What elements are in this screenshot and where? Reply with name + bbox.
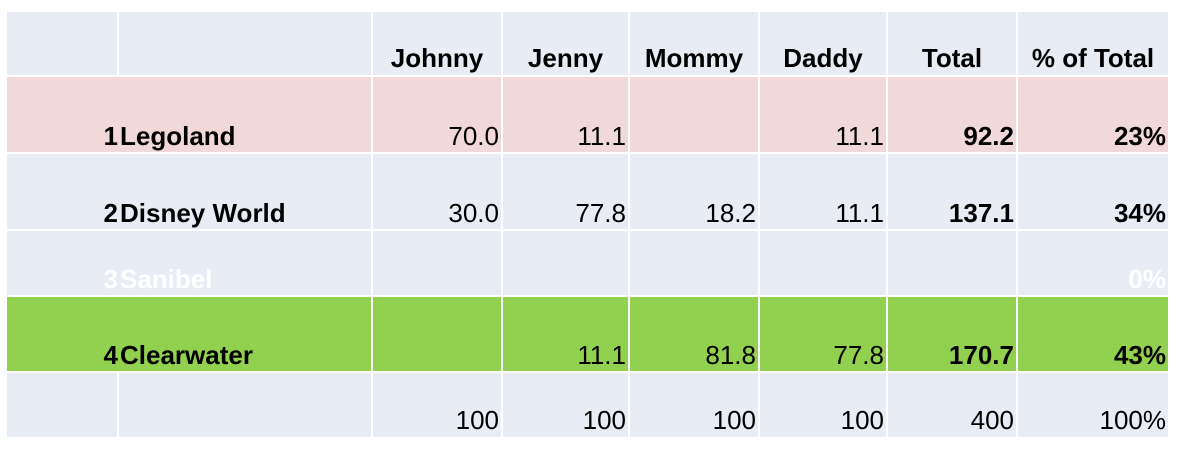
- footer-blank-a[interactable]: [7, 373, 119, 439]
- header-blank-a[interactable]: [7, 12, 119, 77]
- row1-name[interactable]: Legoland: [119, 77, 373, 154]
- row3-mommy[interactable]: [630, 231, 760, 297]
- header-total[interactable]: Total: [888, 12, 1018, 77]
- footer-pct[interactable]: 100%: [1018, 373, 1168, 439]
- header-blank-b[interactable]: [119, 12, 373, 77]
- row3-rank[interactable]: 3: [7, 231, 119, 297]
- row2-pct[interactable]: 34%: [1018, 154, 1168, 231]
- header-pct-total[interactable]: % of Total: [1018, 12, 1168, 77]
- header-jenny[interactable]: Jenny: [503, 12, 630, 77]
- row1-johnny[interactable]: 70.0: [373, 77, 503, 154]
- row2-mommy[interactable]: 18.2: [630, 154, 760, 231]
- row3-jenny[interactable]: [503, 231, 630, 297]
- row2-name[interactable]: Disney World: [119, 154, 373, 231]
- row2-total[interactable]: 137.1: [888, 154, 1018, 231]
- row3-total[interactable]: [888, 231, 1018, 297]
- row4-johnny[interactable]: [373, 297, 503, 373]
- row4-pct[interactable]: 43%: [1018, 297, 1168, 373]
- row1-daddy[interactable]: 11.1: [760, 77, 888, 154]
- row1-total[interactable]: 92.2: [888, 77, 1018, 154]
- header-daddy[interactable]: Daddy: [760, 12, 888, 77]
- row4-daddy[interactable]: 77.8: [760, 297, 888, 373]
- row2-rank[interactable]: 2: [7, 154, 119, 231]
- row3-johnny[interactable]: [373, 231, 503, 297]
- footer-daddy[interactable]: 100: [760, 373, 888, 439]
- footer-mommy[interactable]: 100: [630, 373, 760, 439]
- spreadsheet-table: Johnny Jenny Mommy Daddy Total % of Tota…: [7, 12, 1168, 439]
- row1-pct[interactable]: 23%: [1018, 77, 1168, 154]
- row4-rank[interactable]: 4: [7, 297, 119, 373]
- row3-daddy[interactable]: [760, 231, 888, 297]
- row1-mommy[interactable]: [630, 77, 760, 154]
- row4-mommy[interactable]: 81.8: [630, 297, 760, 373]
- footer-johnny[interactable]: 100: [373, 373, 503, 439]
- row1-rank[interactable]: 1: [7, 77, 119, 154]
- footer-total[interactable]: 400: [888, 373, 1018, 439]
- row4-jenny[interactable]: 11.1: [503, 297, 630, 373]
- footer-jenny[interactable]: 100: [503, 373, 630, 439]
- row2-daddy[interactable]: 11.1: [760, 154, 888, 231]
- row4-total[interactable]: 170.7: [888, 297, 1018, 373]
- row4-name[interactable]: Clearwater: [119, 297, 373, 373]
- row2-jenny[interactable]: 77.8: [503, 154, 630, 231]
- header-mommy[interactable]: Mommy: [630, 12, 760, 77]
- header-johnny[interactable]: Johnny: [373, 12, 503, 77]
- row1-jenny[interactable]: 11.1: [503, 77, 630, 154]
- row2-johnny[interactable]: 30.0: [373, 154, 503, 231]
- footer-blank-b[interactable]: [119, 373, 373, 439]
- row3-name[interactable]: Sanibel: [119, 231, 373, 297]
- row3-pct[interactable]: 0%: [1018, 231, 1168, 297]
